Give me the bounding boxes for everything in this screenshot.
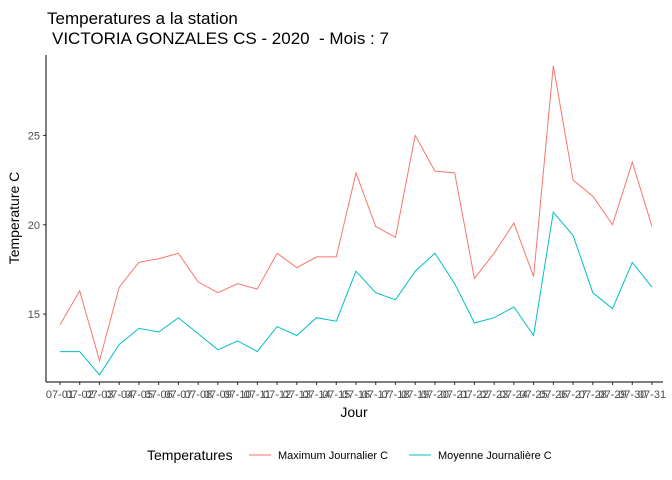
x-tick-label: 07-14 [302,389,330,401]
x-tick-label: 07-05 [125,389,153,401]
x-tick-label: 07-21 [441,389,469,401]
x-tick-label: 07-24 [500,389,528,401]
y-axis-title: Temperature C [6,172,22,265]
x-tick-label: 07-15 [322,389,350,401]
x-tick-label: 07-04 [105,389,133,401]
x-tick-label: 07-13 [283,389,311,401]
legend-label-moyenne: Moyenne Journalière C [438,450,552,462]
x-tick-label: 07-22 [460,389,488,401]
x-tick-label: 07-11 [244,389,271,401]
x-tick-label: 07-09 [204,389,232,401]
series-line-moyenne [60,211,653,376]
x-tick-label: 07-30 [618,389,646,401]
y-tick-label: 25 [28,130,40,142]
x-axis-title: Jour [340,404,368,420]
x-tick-label: 07-10 [224,389,252,401]
x-tick-label: 07-31 [638,389,666,401]
x-tick-label: 07-25 [520,389,548,401]
x-tick-label: 07-18 [381,389,409,401]
x-tick-label: 07-19 [401,389,429,401]
x-tick-label: 07-28 [579,389,607,401]
x-tick-label: 07-29 [598,389,626,401]
x-tick-label: 07-27 [559,389,587,401]
x-tick-label: 07-17 [362,389,390,401]
legend-item-moyenne: Moyenne Journalière C [409,450,552,462]
y-axis-ticks: 15 20 25 [28,130,46,321]
legend-item-maximum: Maximum Journalier C [249,450,388,462]
legend-label-maximum: Maximum Journalier C [278,450,388,462]
x-tick-label: 07-23 [480,389,508,401]
x-tick-label: 07-16 [342,389,370,401]
x-axis-ticks: 07-0107-0207-0307-0407-0507-0607-0707-08… [46,382,666,401]
x-tick-label: 07-06 [145,389,173,401]
x-tick-label: 07-01 [46,389,74,401]
chart-title: Temperatures a la station [47,9,238,28]
y-tick-label: 20 [28,220,40,232]
x-tick-label: 07-03 [85,389,113,401]
x-tick-label: 07-02 [66,389,94,401]
plot-area [59,65,653,376]
y-tick-label: 15 [28,309,40,321]
x-tick-label: 07-26 [539,389,567,401]
legend: Temperatures Maximum Journalier C Moyenn… [147,447,552,463]
x-tick-label: 07-07 [164,389,192,401]
x-tick-label: 07-12 [263,389,291,401]
series-line-maximum [59,65,653,363]
chart-subtitle: VICTORIA GONZALES CS - 2020 - Mois : 7 [52,29,389,48]
x-tick-label: 07-08 [184,389,212,401]
legend-title: Temperatures [147,447,233,463]
x-tick-label: 07-20 [421,389,449,401]
